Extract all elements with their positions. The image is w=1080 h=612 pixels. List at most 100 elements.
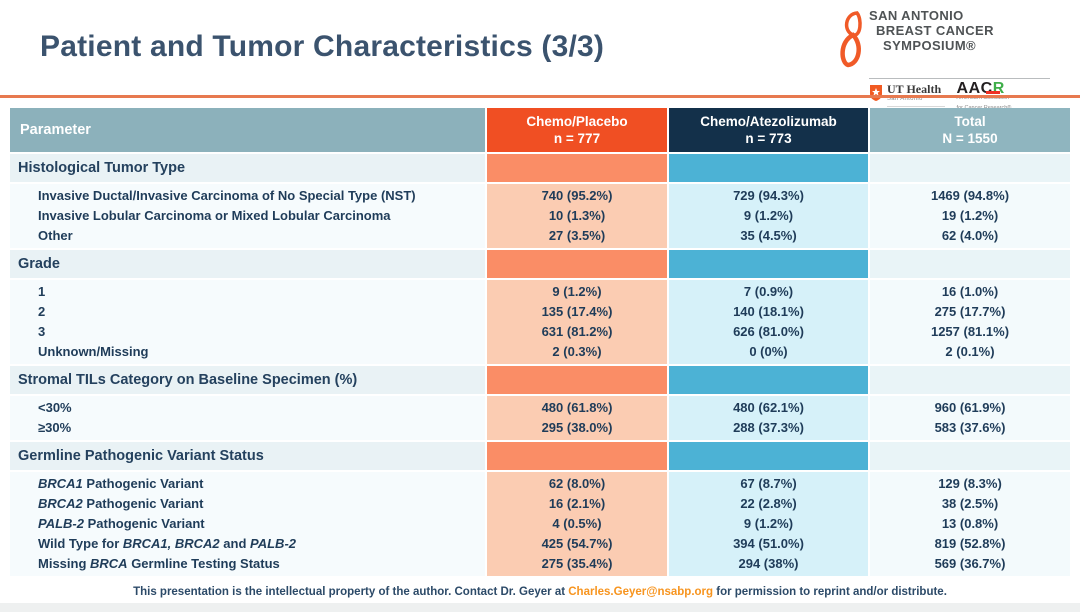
cell-value: 9 (1.2%) bbox=[743, 516, 794, 531]
row-label: <30% bbox=[38, 400, 72, 415]
row-label: 2 bbox=[38, 304, 46, 319]
column-header-n: n = 777 bbox=[553, 131, 601, 146]
section-title-cell: Grade bbox=[10, 250, 485, 278]
cell-value: 288 (37.3%) bbox=[733, 420, 804, 435]
section-band-atezo bbox=[669, 154, 868, 182]
section-band-chemo bbox=[487, 250, 667, 278]
sabcs-ribbon-icon bbox=[835, 10, 869, 73]
column-header-n: n = 773 bbox=[745, 131, 792, 146]
cell-value: 9 (1.2%) bbox=[552, 284, 602, 299]
row-labels-cell: <30% ≥30% bbox=[10, 396, 485, 440]
cell-value: 1257 (81.1%) bbox=[930, 324, 1010, 339]
values-cell-total: 1469 (94.8%) 19 (1.2%) 62 (4.0%) bbox=[870, 184, 1070, 248]
section-title-cell: Histological Tumor Type bbox=[10, 154, 485, 182]
section-title: Grade bbox=[18, 256, 60, 272]
section-band-chemo bbox=[487, 442, 667, 470]
aacr-red-bar bbox=[986, 91, 1001, 94]
section-band-atezo bbox=[669, 442, 868, 470]
section-title-cell: Stromal TILs Category on Baseline Specim… bbox=[10, 366, 485, 394]
values-cell-chemo: 740 (95.2%) 10 (1.3%) 27 (3.5%) bbox=[487, 184, 667, 248]
column-header-label: Total bbox=[954, 114, 986, 129]
cell-value: 819 (52.8%) bbox=[934, 536, 1006, 551]
aacr-sub-1: American Association bbox=[956, 95, 1010, 101]
cell-value: 38 (2.5%) bbox=[941, 496, 999, 511]
table-header-chemo-placebo: Chemo/Placebo n = 777 bbox=[487, 108, 667, 152]
cell-value: 2 (0.1%) bbox=[945, 344, 995, 359]
sabcs-logo-text: SAN ANTONIO BREAST CANCER SYMPOSIUM® bbox=[869, 8, 994, 53]
row-labels-cell: Invasive Ductal/Invasive Carcinoma of No… bbox=[10, 184, 485, 248]
uthealth-name: UT Health bbox=[887, 82, 942, 96]
cell-value: 16 (2.1%) bbox=[548, 496, 606, 511]
footer-text-post: for permission to reprint and/or distrib… bbox=[713, 586, 947, 598]
cell-value: 583 (37.6%) bbox=[934, 420, 1006, 435]
values-cell-atezo: 729 (94.3%) 9 (1.2%) 35 (4.5%) bbox=[669, 184, 868, 248]
cell-value: 35 (4.5%) bbox=[740, 228, 797, 243]
section-title: Stromal TILs Category on Baseline Specim… bbox=[18, 372, 358, 388]
footer-disclaimer: This presentation is the intellectual pr… bbox=[0, 586, 1080, 598]
cell-value: 729 (94.3%) bbox=[733, 188, 804, 203]
row-label: Other bbox=[38, 228, 73, 243]
footer-email-link[interactable]: Charles.Geyer@nsabp.org bbox=[568, 586, 714, 598]
row-labels-cell: 1 2 3 Unknown/Missing bbox=[10, 280, 485, 364]
footer-text-pre: This presentation is the intellectual pr… bbox=[133, 586, 569, 598]
row-label: Invasive Lobular Carcinoma or Mixed Lobu… bbox=[38, 208, 391, 223]
cell-value: 7 (0.9%) bbox=[743, 284, 794, 299]
uthealth-shield-icon bbox=[870, 85, 882, 101]
table-header-total: Total N = 1550 bbox=[870, 108, 1070, 152]
cell-value: 129 (8.3%) bbox=[938, 476, 1002, 491]
section-band-total bbox=[870, 154, 1070, 182]
section-band-chemo bbox=[487, 154, 667, 182]
sabcs-logo: SAN ANTONIO BREAST CANCER SYMPOSIUM® UT … bbox=[835, 8, 1050, 118]
sabcs-line-2: BREAST CANCER bbox=[876, 23, 994, 38]
title-divider-rule bbox=[0, 95, 1080, 98]
section-title: Histological Tumor Type bbox=[18, 160, 186, 176]
cell-value: 16 (1.0%) bbox=[941, 284, 999, 299]
cell-value: 394 (51.0%) bbox=[733, 536, 804, 551]
section-band-total bbox=[870, 250, 1070, 278]
section-band-total bbox=[870, 442, 1070, 470]
row-label: Unknown/Missing bbox=[38, 344, 149, 359]
values-cell-atezo: 67 (8.7%) 22 (2.8%) 9 (1.2%) 394 (51.0%) 294… bbox=[669, 472, 868, 576]
cell-value: 626 (81.0%) bbox=[733, 324, 804, 339]
values-cell-chemo: 9 (1.2%) 135 (17.4%) 631 (81.2%) 2 (0.3%) bbox=[487, 280, 667, 364]
cell-value: 295 (38.0%) bbox=[541, 420, 613, 435]
cell-value: 275 (17.7%) bbox=[934, 304, 1006, 319]
values-cell-total: 129 (8.3%) 38 (2.5%) 13 (0.8%) 819 (52.8%) 5… bbox=[870, 472, 1070, 576]
cell-value: 22 (2.8%) bbox=[740, 496, 797, 511]
cell-value: 569 (36.7%) bbox=[934, 556, 1006, 571]
cell-value: 135 (17.4%) bbox=[541, 304, 613, 319]
aacr-black: AAC bbox=[956, 80, 993, 97]
uthealth-sub: San Antonio bbox=[887, 96, 923, 102]
cell-value: 10 (1.3%) bbox=[548, 208, 606, 223]
section-band-chemo bbox=[487, 366, 667, 394]
section-band-atezo bbox=[669, 250, 868, 278]
cell-value: 62 (4.0%) bbox=[941, 228, 999, 243]
cell-value: 425 (54.7%) bbox=[541, 536, 613, 551]
column-header-n: N = 1550 bbox=[942, 131, 998, 146]
column-header-label: Chemo/Placebo bbox=[526, 114, 628, 129]
cell-value: 140 (18.1%) bbox=[733, 304, 804, 319]
section-title: Germline Pathogenic Variant Status bbox=[18, 448, 264, 464]
aacr-acronym: AACR bbox=[957, 81, 1012, 97]
cell-value: 19 (1.2%) bbox=[941, 208, 999, 223]
logo-divider bbox=[869, 78, 1050, 79]
cell-value: 13 (0.8%) bbox=[941, 516, 999, 531]
sabcs-line-3: SYMPOSIUM® bbox=[883, 38, 977, 53]
cell-value: 0 (0%) bbox=[749, 344, 788, 359]
table-header-chemo-atezolizumab: Chemo/Atezolizumab n = 773 bbox=[669, 108, 868, 152]
cell-value: 480 (62.1%) bbox=[733, 400, 804, 415]
row-label: BRCA1 Pathogenic Variant bbox=[38, 476, 204, 491]
column-header-label: Chemo/Atezolizumab bbox=[700, 114, 837, 129]
cell-value: 67 (8.7%) bbox=[740, 476, 797, 491]
sabcs-line-1: SAN ANTONIO bbox=[869, 8, 964, 23]
section-band-total bbox=[870, 366, 1070, 394]
cell-value: 9 (1.2%) bbox=[743, 208, 794, 223]
row-label: BRCA2 Pathogenic Variant bbox=[38, 496, 204, 511]
characteristics-table: Parameter Chemo/Placebo n = 777 Chemo/At… bbox=[10, 108, 1070, 576]
parameter-header-label: Parameter bbox=[20, 122, 91, 138]
values-cell-chemo: 480 (61.8%) 295 (38.0%) bbox=[487, 396, 667, 440]
row-label: Wild Type for BRCA1, BRCA2 and PALB-2 bbox=[38, 536, 296, 551]
row-label: Missing BRCA Germline Testing Status bbox=[38, 556, 280, 571]
values-cell-atezo: 480 (62.1%) 288 (37.3%) bbox=[669, 396, 868, 440]
